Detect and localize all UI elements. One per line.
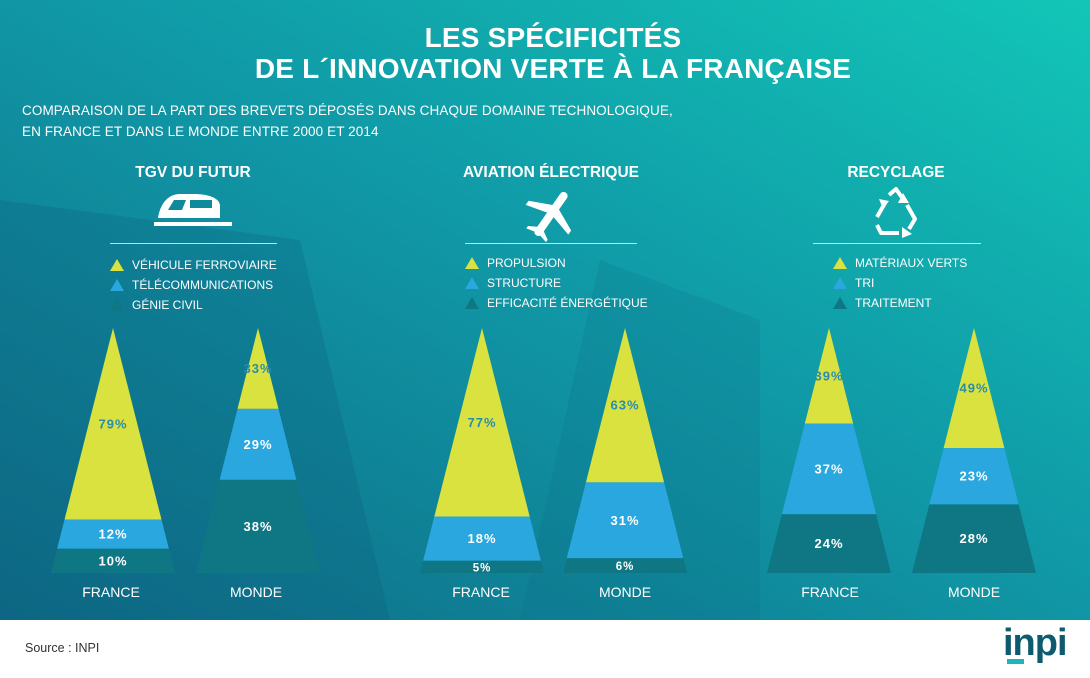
legend-swatch-bottom [110, 299, 124, 311]
legend-item: TRI [833, 273, 967, 293]
legend-item: EFFICACITÉ ÉNERGÉTIQUE [465, 293, 648, 313]
data-label: 31% [610, 513, 639, 528]
category-label: FRANCE [801, 584, 859, 600]
divider-aviation [465, 243, 637, 244]
legend-label: TRI [855, 276, 875, 290]
triangle-segment [420, 560, 544, 573]
legend-label: TRAITEMENT [855, 296, 932, 310]
triangle-segment [912, 504, 1036, 573]
data-label: 28% [959, 531, 988, 546]
triangle-segment [781, 423, 877, 515]
data-label: 29% [243, 437, 272, 452]
triangle-segment [57, 519, 169, 549]
triangle-segment [423, 516, 541, 561]
train-icon [154, 194, 232, 226]
data-label: 33% [243, 361, 272, 376]
legend-recyclage: MATÉRIAUX VERTS TRI TRAITEMENT [833, 253, 967, 313]
data-label: 63% [610, 398, 639, 413]
recycle-icon [875, 187, 917, 238]
chart-title-aviation: AVIATION ÉLECTRIQUE [463, 164, 639, 181]
data-label: 39% [814, 368, 843, 383]
divider-tgv [110, 243, 277, 244]
legend-swatch-mid [110, 279, 124, 291]
triangle-segment [219, 408, 297, 480]
data-label: 38% [243, 519, 272, 534]
triangle-segment [237, 328, 279, 409]
legend-label: VÉHICULE FERROVIAIRE [132, 258, 277, 272]
legend-item: MATÉRIAUX VERTS [833, 253, 967, 273]
triangle-segment [196, 479, 320, 573]
data-label: 23% [959, 469, 988, 484]
triangle-segment [929, 448, 1019, 505]
legend-label: GÉNIE CIVIL [132, 298, 203, 312]
data-label: 6% [616, 561, 635, 573]
data-label: 18% [467, 531, 496, 546]
category-label: MONDE [947, 584, 1001, 600]
data-label: 5% [473, 562, 492, 574]
triangle-charts: 79% 12% 10% 33% 29% 38% 77% 18% 5% 63% 31% 6% 39% 37%… [51, 328, 1036, 574]
triangle-segment [51, 548, 175, 573]
airplane-icon [525, 191, 572, 243]
category-label: MONDE [229, 584, 283, 600]
data-label: 79% [98, 416, 127, 431]
legend-item: PROPULSION [465, 253, 648, 273]
data-label: 12% [98, 527, 127, 542]
legend-label: PROPULSION [487, 256, 566, 270]
triangle-segment [566, 482, 684, 559]
legend-item: VÉHICULE FERROVIAIRE [110, 255, 277, 275]
legend-swatch-bottom [465, 297, 479, 309]
footer: Source : INPI inpi [0, 620, 1090, 678]
data-label: 77% [467, 415, 496, 430]
triangle-segment [563, 558, 687, 573]
legend-swatch-top [465, 257, 479, 269]
subtitle-line2: EN FRANCE ET DANS LE MONDE ENTRE 2000 ET… [22, 124, 379, 139]
chart-title-tgv: TGV DU FUTUR [135, 164, 251, 181]
legend-swatch-mid [465, 277, 479, 289]
legend-swatch-top [833, 257, 847, 269]
main-title-line1: LES SPÉCIFICITÉS [424, 22, 682, 53]
category-label: MONDE [598, 584, 652, 600]
data-label: 49% [959, 381, 988, 396]
legend-item: TÉLÉCOMMUNICATIONS [110, 275, 277, 295]
legend-label: STRUCTURE [487, 276, 561, 290]
legend-swatch-bottom [833, 297, 847, 309]
triangle-segment [767, 514, 891, 573]
triangle-segment [804, 328, 854, 424]
category-label: FRANCE [452, 584, 510, 600]
legend-swatch-top [110, 259, 124, 271]
legend-swatch-mid [833, 277, 847, 289]
triangle-segment [943, 328, 1005, 449]
legend-label: TÉLÉCOMMUNICATIONS [132, 278, 274, 292]
subtitle-line1: COMPARAISON DE LA PART DES BREVETS DÉPOS… [22, 103, 673, 118]
inpi-logo: inpi [1003, 622, 1068, 664]
triangle-segment [434, 328, 530, 517]
legend-tgv: VÉHICULE FERROVIAIRE TÉLÉCOMMUNICATIONS … [110, 255, 277, 315]
divider-recyclage [813, 243, 981, 244]
main-title-line2: DE L´INNOVATION VERTE À LA FRANÇAISE [254, 53, 852, 84]
triangle-segment [585, 328, 665, 483]
legend-aviation: PROPULSION STRUCTURE EFFICACITÉ ÉNERGÉTI… [465, 253, 648, 313]
data-label: 10% [98, 553, 127, 568]
data-label: 24% [814, 536, 843, 551]
category-label: FRANCE [82, 584, 140, 600]
data-label: 37% [814, 461, 843, 476]
legend-item: STRUCTURE [465, 273, 648, 293]
logo-accent-bar [1007, 659, 1024, 664]
legend-label: MATÉRIAUX VERTS [855, 256, 968, 270]
legend-item: GÉNIE CIVIL [110, 295, 277, 315]
legend-label: EFFICACITÉ ÉNERGÉTIQUE [487, 296, 648, 310]
chart-title-recyclage: RECYCLAGE [847, 164, 945, 181]
source-text: Source : INPI [25, 641, 100, 655]
triangle-segment [64, 328, 162, 520]
legend-item: TRAITEMENT [833, 293, 967, 313]
